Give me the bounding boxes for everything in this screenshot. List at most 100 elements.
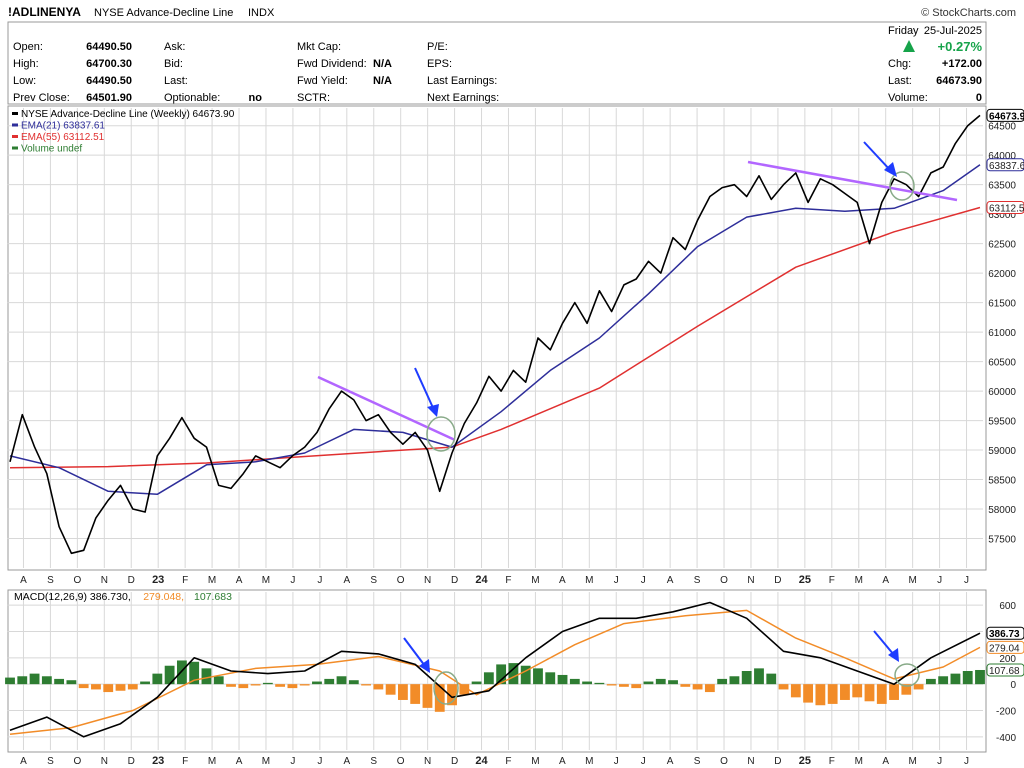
highlight-circle bbox=[433, 671, 459, 705]
histogram-bar bbox=[889, 684, 899, 700]
histogram-bar bbox=[471, 681, 482, 685]
histogram-bar bbox=[115, 684, 126, 691]
histogram-bar bbox=[127, 684, 138, 690]
histogram-bar bbox=[324, 678, 335, 685]
histogram-bar bbox=[913, 684, 924, 690]
x-tick-label: M bbox=[908, 756, 916, 767]
quote-panel bbox=[7, 21, 987, 105]
x-tick-label: J bbox=[290, 756, 295, 767]
quote-label: High: bbox=[13, 58, 39, 70]
histogram-bar bbox=[606, 684, 617, 686]
exchange: INDX bbox=[248, 7, 275, 19]
price-annotations bbox=[317, 141, 958, 452]
histogram-bar bbox=[336, 676, 347, 685]
histogram-bar bbox=[901, 684, 912, 695]
price-grid bbox=[7, 108, 983, 568]
arrow-icon bbox=[873, 630, 895, 656]
quote-label: Open: bbox=[13, 41, 43, 53]
histogram-bar bbox=[312, 681, 322, 685]
histogram-bar bbox=[78, 684, 89, 689]
x-tick-label: O bbox=[73, 575, 81, 586]
histogram-bar bbox=[164, 665, 175, 685]
x-tick-label: D bbox=[451, 756, 458, 767]
series-line bbox=[9, 601, 981, 738]
x-tick-label: M bbox=[855, 756, 863, 767]
last-value-box bbox=[986, 640, 1024, 654]
price-lines bbox=[9, 114, 981, 555]
x-tick-label: A bbox=[20, 756, 27, 767]
histogram-bar bbox=[508, 663, 519, 685]
x-tick-label: A bbox=[20, 575, 27, 586]
quote-value: no bbox=[249, 92, 263, 104]
x-tick-label: N bbox=[424, 756, 431, 767]
legend-item: 107.683 bbox=[194, 591, 232, 603]
x-tick-label: O bbox=[720, 575, 728, 586]
histogram-bar bbox=[545, 672, 556, 685]
x-tick-label: D bbox=[774, 756, 781, 767]
quote-value: 64490.50 bbox=[86, 75, 132, 87]
histogram-bar bbox=[938, 676, 949, 685]
change-percent: +0.27% bbox=[938, 39, 983, 54]
y-tick-label: 600 bbox=[999, 601, 1016, 612]
histogram-bar bbox=[5, 677, 15, 685]
highlight-circle bbox=[426, 416, 456, 452]
quote-value: 64490.50 bbox=[86, 41, 132, 53]
histogram-bar bbox=[176, 660, 187, 685]
x-tick-label: 23 bbox=[152, 755, 164, 767]
histogram-bar bbox=[103, 684, 114, 693]
arrow-head-icon bbox=[419, 659, 430, 673]
quote-label: Chg: bbox=[888, 58, 911, 70]
histogram-bar bbox=[827, 684, 838, 704]
x-tick-label: 24 bbox=[475, 755, 488, 767]
quote-label: Low: bbox=[13, 75, 36, 87]
quote-label: Ask: bbox=[164, 41, 185, 53]
x-tick-label: J bbox=[964, 575, 969, 586]
arrow-head-icon bbox=[427, 404, 439, 417]
y-tick-label: 61000 bbox=[988, 328, 1016, 339]
last-value-label: 386.73 bbox=[989, 629, 1020, 640]
series-line bbox=[9, 164, 981, 496]
histogram-bar bbox=[459, 684, 470, 695]
histogram-bar bbox=[250, 684, 261, 686]
quote-value: N/A bbox=[373, 58, 392, 70]
y-tick-label: 57500 bbox=[988, 535, 1016, 546]
last-value-label: 63112.5 bbox=[989, 204, 1024, 215]
macd-legend: MACD(12,26,9) 386.730, 279.048, 107.683 bbox=[14, 591, 232, 603]
quote-label: Next Earnings: bbox=[427, 92, 499, 104]
x-tick-label: J bbox=[614, 756, 619, 767]
histogram-bar bbox=[876, 684, 887, 704]
y-tick-label: 59500 bbox=[988, 417, 1016, 428]
histogram-bar bbox=[434, 684, 445, 712]
x-tick-label: J bbox=[317, 575, 322, 586]
histogram-bar bbox=[287, 684, 298, 689]
legend-item: EMA(55) 63112.51 bbox=[21, 132, 105, 143]
last-value-box bbox=[986, 108, 1024, 122]
trendline bbox=[747, 160, 958, 202]
histogram-bar bbox=[717, 678, 728, 685]
x-tick-label: S bbox=[370, 575, 377, 586]
x-tick-label: F bbox=[829, 575, 835, 586]
arrow-icon bbox=[403, 637, 426, 667]
quote-table: Open: 64490.50 High: 64700.30 Low: 64490.50 Pr… bbox=[13, 41, 982, 104]
macd-histogram bbox=[5, 660, 985, 712]
price-legend: NYSE Advance-Decline Line (Weekly) 64673… bbox=[12, 109, 235, 155]
histogram-bar bbox=[631, 684, 642, 689]
x-tick-label: 24 bbox=[475, 574, 488, 586]
histogram-bar bbox=[189, 661, 200, 685]
y-tick-label: 0 bbox=[1010, 680, 1016, 691]
x-tick-label: M bbox=[208, 575, 216, 586]
up-triangle-icon bbox=[903, 40, 915, 52]
macd-x-axis: A S O N D 23 F M A M J J A S O N D 24 F M A M J J A S O N D 25 F M A M J J bbox=[20, 755, 969, 767]
histogram-bar bbox=[66, 680, 77, 685]
histogram-bar bbox=[741, 671, 752, 685]
y-tick-label: 58000 bbox=[988, 505, 1016, 516]
histogram-bar bbox=[262, 682, 273, 685]
arrow-head-icon bbox=[888, 648, 899, 662]
histogram-bar bbox=[447, 684, 457, 706]
histogram-bar bbox=[422, 684, 433, 708]
histogram-bar bbox=[582, 681, 592, 685]
histogram-bar bbox=[557, 674, 568, 685]
histogram-bar bbox=[41, 676, 52, 685]
series-line bbox=[9, 609, 981, 735]
trendline bbox=[317, 375, 456, 442]
